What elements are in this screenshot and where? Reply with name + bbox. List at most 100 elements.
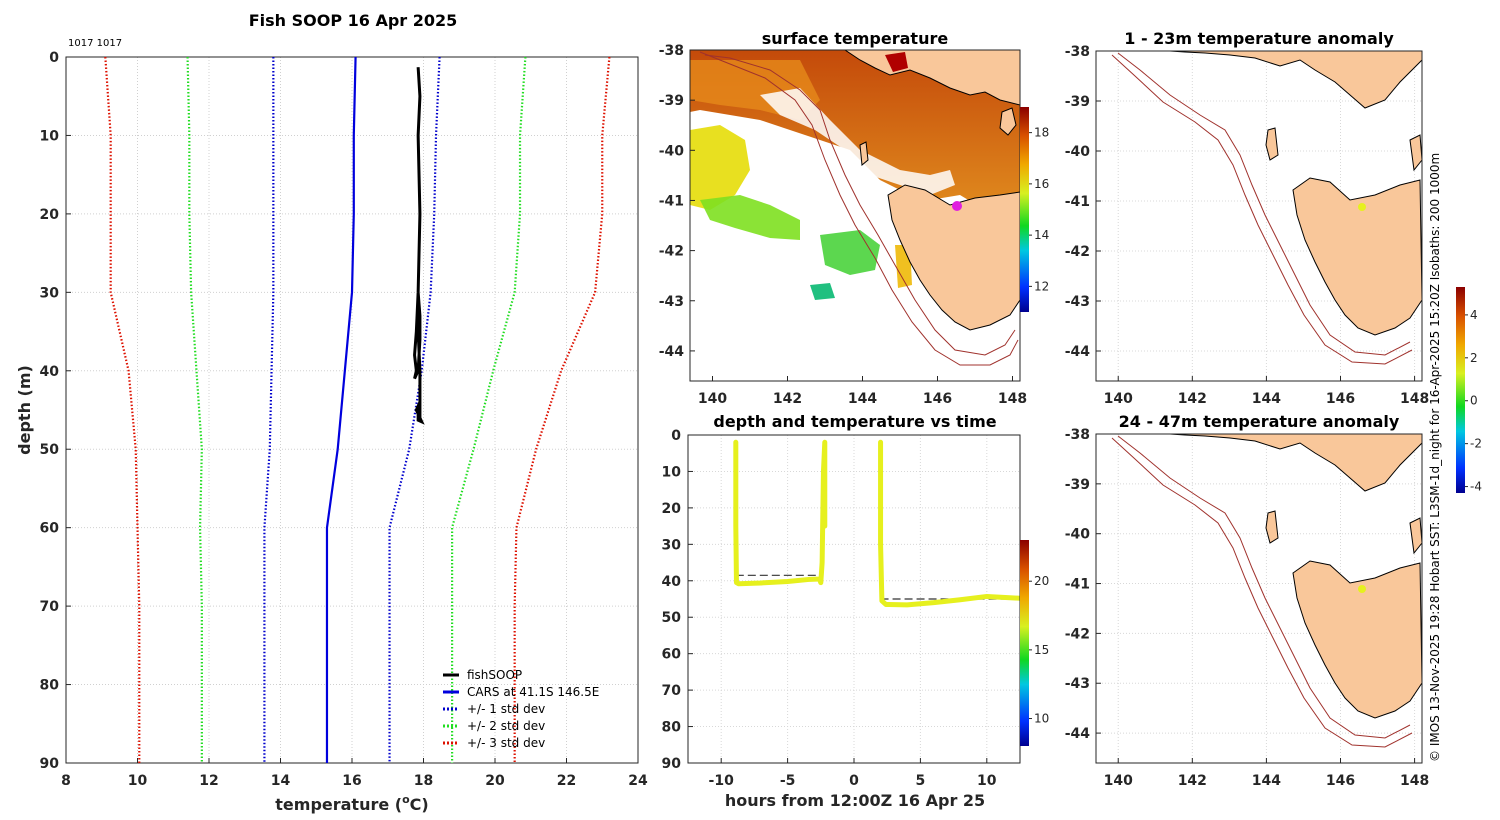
map-y-tick: -38 xyxy=(659,43,684,59)
sst-yellow-zone xyxy=(690,125,750,210)
anomaly-shallow-panel: 1 - 23m temperature anomaly 140 142 144 146… xyxy=(1065,29,1482,494)
map-y-tick: -38 xyxy=(1065,427,1090,443)
ts-y-tick: 90 xyxy=(662,756,682,772)
surface-king-island xyxy=(859,141,869,166)
map-y-tick: -39 xyxy=(1065,477,1090,493)
timeseries-x-label: hours from 12:00Z 16 Apr 25 xyxy=(725,791,985,810)
profile-y-tick: 0 xyxy=(49,50,59,66)
profile-y-ticks: 0 10 20 30 40 50 60 70 80 90 xyxy=(40,50,71,772)
map-x-tick: 142 xyxy=(1178,391,1207,407)
colorbar-tick: 14 xyxy=(1034,228,1049,242)
map-x-tick: 146 xyxy=(923,391,952,407)
map-y-tick: -44 xyxy=(659,344,685,360)
map-x-tick: 148 xyxy=(998,391,1027,407)
ts-y-tick: 80 xyxy=(662,720,682,736)
surface-map-area xyxy=(690,50,1020,366)
surface-tasmania xyxy=(887,184,1020,331)
std-lower-line xyxy=(186,56,203,763)
map-x-tick: 142 xyxy=(773,391,802,407)
legend-cars: CARS at 41.1S 146.5E xyxy=(467,685,599,699)
std-upper-line xyxy=(451,56,527,763)
anomaly-colorbar xyxy=(1456,287,1465,493)
profile-y-tick: 50 xyxy=(40,442,60,458)
map-y-tick: -43 xyxy=(1065,294,1090,310)
colorbar-tick: -2 xyxy=(1470,437,1482,451)
map-y-tick: -38 xyxy=(1065,44,1090,60)
a2-isobath-outer xyxy=(1111,437,1413,748)
map-y-tick: -43 xyxy=(1065,676,1090,692)
a2-marker xyxy=(1358,585,1366,593)
map-x-tick: 142 xyxy=(1178,773,1207,789)
colorbar-tick: 0 xyxy=(1470,394,1478,408)
profile-y-tick: 70 xyxy=(40,599,60,615)
map-x-tick: 140 xyxy=(1104,773,1133,789)
profile-x-tick: 22 xyxy=(557,773,576,789)
ts-y-tick: 50 xyxy=(662,610,682,626)
a2-mainland xyxy=(1169,434,1422,492)
profile-x-tick: 20 xyxy=(485,773,505,789)
legend-std1: +/- 1 std dev xyxy=(467,702,545,716)
profile-y-tick: 90 xyxy=(40,756,60,772)
ts-x-tick: -5 xyxy=(780,773,796,789)
map-y-tick: -41 xyxy=(1065,194,1090,210)
surface-isobath xyxy=(704,54,1016,356)
map-y-tick: -44 xyxy=(1065,344,1091,360)
sst-green-zone xyxy=(700,195,800,240)
map-y-tick: -40 xyxy=(659,143,685,159)
colorbar-tick: 12 xyxy=(1034,279,1049,293)
map-x-tick: 144 xyxy=(1252,773,1281,789)
surface-flinders-island xyxy=(999,107,1017,136)
a1-flinders-island xyxy=(1409,134,1422,172)
surface-red-hotspot xyxy=(885,52,908,72)
a1-tasmania xyxy=(1292,177,1422,336)
profile-x-tick: 10 xyxy=(128,773,148,789)
std-lower-line xyxy=(263,57,275,763)
ts-y-tick: 10 xyxy=(662,464,682,480)
a1-isobath xyxy=(1117,52,1411,356)
map-y-tick: -40 xyxy=(1065,144,1091,160)
profile-y-tick: 10 xyxy=(40,128,60,144)
map-y-tick: -41 xyxy=(1065,577,1090,593)
map-y-tick: -39 xyxy=(1065,94,1090,110)
colorbar-tick: 20 xyxy=(1034,574,1049,588)
map-y-tick: -40 xyxy=(1065,527,1091,543)
anomaly-shallow-axes-box xyxy=(1095,50,1423,382)
map-x-tick: 144 xyxy=(848,391,877,407)
map-y-tick: -42 xyxy=(1065,626,1090,642)
ts-y-tick: 30 xyxy=(662,537,682,553)
profile-x-ticks: 8 10 12 14 16 18 20 22 24 xyxy=(61,758,648,789)
profile-y-tick: 40 xyxy=(40,364,60,380)
profile-x-tick: 24 xyxy=(628,773,648,789)
anomaly-shallow-ticks: 140 142 144 146 148 -38 -39 -40 -41 -42 -43 -44 xyxy=(1065,44,1430,407)
map-x-tick: 146 xyxy=(1326,391,1355,407)
surface-colorbar-ticks: 12 14 16 18 xyxy=(1029,126,1049,293)
timeseries-series xyxy=(733,439,1020,608)
profile-x-tick: 8 xyxy=(61,773,71,789)
map-y-tick: -44 xyxy=(1065,726,1091,742)
legend-std3: +/- 3 std dev xyxy=(467,736,545,750)
surface-colorbar xyxy=(1020,107,1029,312)
cars-line xyxy=(325,56,357,763)
profile-title: Fish SOOP 16 Apr 2025 xyxy=(249,11,458,30)
timeseries-title: depth and temperature vs time xyxy=(713,412,996,431)
profile-x-tick: 18 xyxy=(414,773,433,789)
profile-series xyxy=(104,56,611,763)
anomaly-deep-ticks: 140 142 144 146 148 -38 -39 -40 -41 -42 -43 -44 xyxy=(1065,427,1430,789)
surface-ship-marker xyxy=(952,201,962,211)
colorbar-tick: 4 xyxy=(1470,308,1478,322)
a1-mainland xyxy=(1169,51,1422,109)
profile-y-label: depth (m) xyxy=(15,365,34,455)
sst-cloud-gaps xyxy=(760,88,955,195)
std-upper-line xyxy=(388,56,441,763)
anomaly-deep-map xyxy=(1111,434,1422,748)
colorbar-tick: 18 xyxy=(1034,126,1049,140)
profile-y-tick: 20 xyxy=(40,207,60,223)
a2-isobath xyxy=(1117,435,1411,739)
profile-y-tick: 80 xyxy=(40,678,60,694)
std-upper-line xyxy=(513,56,611,763)
map-y-tick: -42 xyxy=(1065,244,1090,260)
surface-mainland xyxy=(844,50,1020,106)
map-y-tick: -41 xyxy=(659,193,684,209)
a1-king-island xyxy=(1265,127,1279,161)
